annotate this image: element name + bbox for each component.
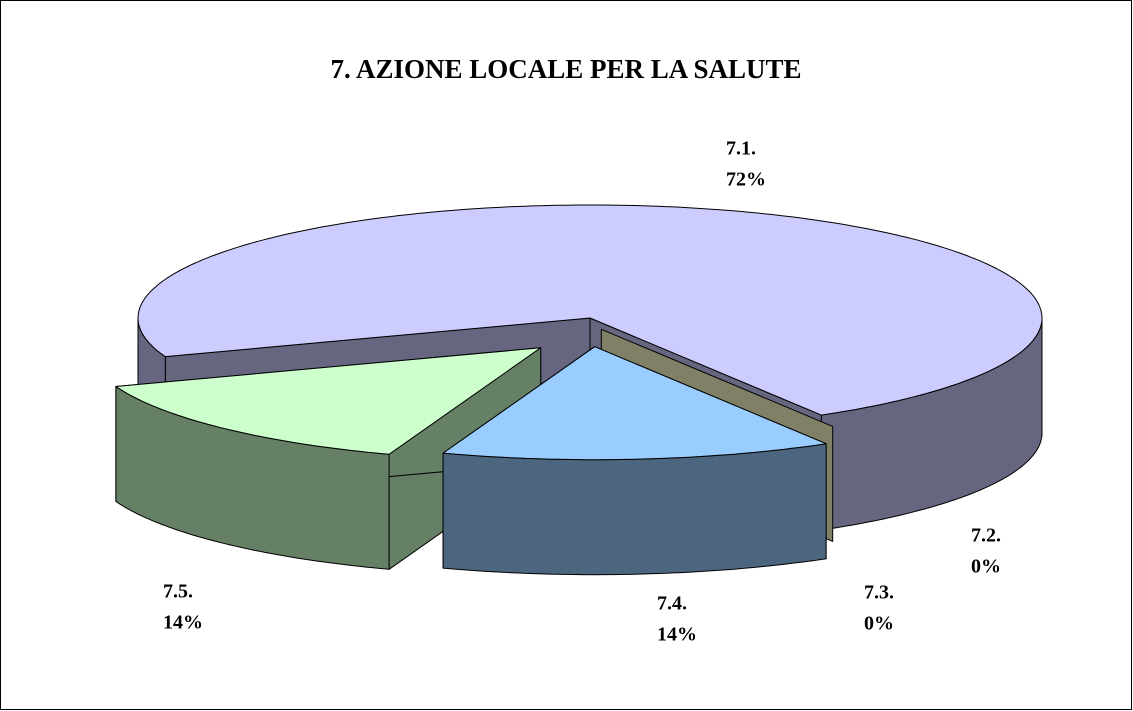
slice: [137, 204, 1043, 416]
value-label: 14%: [163, 612, 203, 634]
slice-label: 7.1.: [726, 138, 756, 160]
slice-label: 7.5.: [163, 581, 193, 603]
slice-side: [442, 443, 827, 576]
value-label: 14%: [657, 624, 697, 646]
pie: [115, 204, 1043, 576]
slice-label: 7.4.: [657, 593, 687, 615]
slice-label: 7.2.: [971, 525, 1001, 547]
chart-title: 7. AZIONE LOCALE PER LA SALUTE: [330, 54, 801, 84]
value-label: 0%: [864, 613, 894, 635]
slice-label: 7.3.: [864, 582, 894, 604]
slice: [115, 347, 542, 455]
value-label: 72%: [726, 169, 766, 191]
slice: [442, 346, 827, 461]
value-label: 0%: [971, 556, 1001, 578]
